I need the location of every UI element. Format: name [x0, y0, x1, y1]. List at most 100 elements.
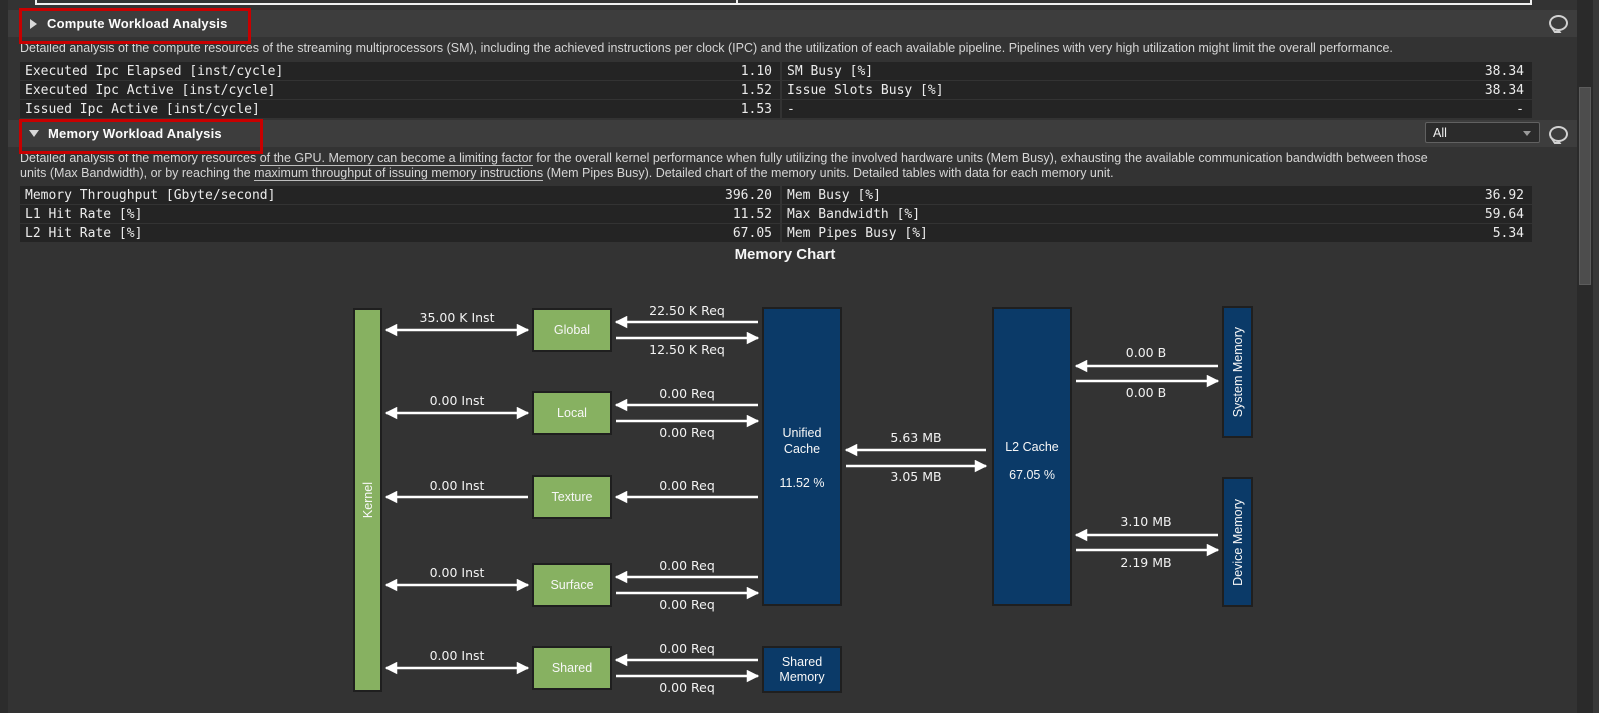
node-shared[interactable]: Shared: [532, 646, 612, 690]
metric-cell: Memory Throughput [Gbyte/second] 396.20: [20, 186, 780, 204]
flow-label-global-req-in: 22.50 K Req: [649, 303, 725, 318]
metric-cell: Mem Pipes Busy [%] 5.34: [782, 224, 1532, 242]
node-kernel[interactable]: Kernel: [353, 308, 382, 692]
flow-label-l2-to-device: 2.19 MB: [1120, 555, 1172, 570]
memory-description-line1: Detailed analysis of the memory resource…: [20, 151, 1428, 166]
memory-table-row: Memory Throughput [Gbyte/second] 396.20 …: [20, 186, 1532, 204]
metric-cell: Mem Busy [%] 36.92: [782, 186, 1532, 204]
window-right-edge: [1593, 0, 1599, 713]
metric-label: -: [787, 101, 795, 117]
expander-expanded-icon[interactable]: [29, 130, 39, 137]
memory-chart-title: Memory Chart: [734, 246, 836, 263]
metric-label: L2 Hit Rate [%]: [25, 225, 143, 241]
metric-value: 11.52: [732, 206, 772, 222]
node-texture[interactable]: Texture: [532, 475, 612, 519]
flow-label-l2-to-unified: 5.63 MB: [890, 430, 942, 445]
flow-label-local-inst: 0.00 Inst: [429, 393, 485, 408]
node-shared-memory-label: Shared Memory: [779, 654, 825, 684]
chart-remnant-tick-left: [35, 0, 37, 5]
node-unified-cache-label: Unified Cache: [782, 426, 822, 456]
left-gutter: [0, 0, 8, 713]
node-system-memory-label: System Memory: [1230, 326, 1245, 418]
annotation-box-memory: [19, 119, 263, 154]
metric-cell: Executed Ipc Active [inst/cycle] 1.52: [20, 81, 780, 99]
metric-label: Mem Pipes Busy [%]: [787, 225, 928, 241]
memory-filter-value: All: [1433, 125, 1447, 140]
metric-cell: Max Bandwidth [%] 59.64: [782, 205, 1532, 223]
flow-label-system-to-l2: 0.00 B: [1125, 345, 1167, 360]
node-shared-memory[interactable]: Shared Memory: [762, 646, 842, 693]
flow-label-texture-req-in: 0.00 Req: [659, 478, 715, 493]
flow-label-l2-to-system: 0.00 B: [1125, 385, 1167, 400]
memory-comments-icon[interactable]: [1549, 126, 1568, 142]
chart-remnant-line: [35, 3, 1532, 5]
expander-collapsed-icon[interactable]: [30, 18, 37, 29]
node-l2-cache[interactable]: L2 Cache 67.05 %: [992, 307, 1072, 606]
metric-value: 36.92: [1484, 187, 1524, 203]
node-global-label: Global: [553, 323, 591, 337]
metric-value: 38.34: [1484, 63, 1524, 79]
flow-label-local-req-out: 0.00 Req: [659, 425, 715, 440]
memory-table-row: L1 Hit Rate [%] 11.52 Max Bandwidth [%] …: [20, 205, 1532, 223]
memory-table-row: L2 Hit Rate [%] 67.05 Mem Pipes Busy [%]…: [20, 224, 1532, 242]
node-surface[interactable]: Surface: [532, 563, 612, 607]
metric-label: Executed Ipc Elapsed [inst/cycle]: [25, 63, 284, 79]
compute-table-row: Executed Ipc Elapsed [inst/cycle] 1.10 S…: [20, 62, 1532, 80]
flow-label-global-inst: 35.00 K Inst: [419, 310, 495, 325]
flow-label-unified-to-l2: 3.05 MB: [890, 469, 942, 484]
chevron-down-icon: [1523, 131, 1531, 136]
metric-label: Memory Throughput [Gbyte/second]: [25, 187, 276, 203]
desc-text: units (Max Bandwidth), or by reaching th…: [20, 166, 255, 180]
memory-section-header[interactable]: Memory Workload Analysis: [8, 120, 1577, 147]
annotation-box-compute: [19, 8, 251, 44]
metric-cell: Issue Slots Busy [%] 38.34: [782, 81, 1532, 99]
flow-label-shared-req-in: 0.00 Req: [659, 641, 715, 656]
node-l2-cache-label: L2 Cache: [1005, 440, 1059, 454]
metric-value: 38.34: [1484, 82, 1524, 98]
desc-linked-text: maximum throughput of issuing memory ins…: [254, 166, 544, 181]
compute-table-row: Issued Ipc Active [inst/cycle] 1.53 - -: [20, 100, 1532, 118]
memory-section-title: Memory Workload Analysis: [48, 126, 222, 141]
node-system-memory[interactable]: System Memory: [1222, 306, 1253, 438]
memory-description-line2: units (Max Bandwidth), or by reaching th…: [20, 166, 1114, 181]
flow-label-texture-inst: 0.00 Inst: [429, 478, 485, 493]
node-kernel-label: Kernel: [360, 481, 375, 519]
compute-section-title: Compute Workload Analysis: [47, 16, 228, 31]
scrollbar-thumb[interactable]: [1579, 87, 1591, 285]
metric-cell: Issued Ipc Active [inst/cycle] 1.53: [20, 100, 780, 118]
metric-cell: L2 Hit Rate [%] 67.05: [20, 224, 780, 242]
metric-value: 1.10: [740, 63, 772, 79]
metric-value: 1.53: [740, 101, 772, 117]
node-device-memory[interactable]: Device Memory: [1222, 477, 1253, 607]
compute-table-row: Executed Ipc Active [inst/cycle] 1.52 Is…: [20, 81, 1532, 99]
metric-label: Issued Ipc Active [inst/cycle]: [25, 101, 260, 117]
memory-filter-dropdown[interactable]: All: [1425, 122, 1540, 143]
metric-value: 59.64: [1484, 206, 1524, 222]
node-unified-cache[interactable]: Unified Cache 11.52 %: [762, 307, 842, 606]
metric-label: L1 Hit Rate [%]: [25, 206, 143, 222]
metric-label: SM Busy [%]: [787, 63, 874, 79]
compute-comments-icon[interactable]: [1549, 15, 1568, 31]
node-shared-label: Shared: [551, 661, 593, 675]
node-local[interactable]: Local: [532, 391, 612, 435]
flow-label-surface-req-in: 0.00 Req: [659, 558, 715, 573]
flow-label-surface-inst: 0.00 Inst: [429, 565, 485, 580]
metric-value: 396.20: [725, 187, 772, 203]
compute-section-header[interactable]: Compute Workload Analysis: [8, 10, 1577, 37]
flow-label-local-req-in: 0.00 Req: [659, 386, 715, 401]
desc-linked-text: of the GPU. Memory can become a limiting…: [259, 151, 533, 166]
metric-value: 67.05: [732, 225, 772, 241]
metric-cell: - -: [782, 100, 1532, 118]
node-local-label: Local: [557, 406, 587, 420]
node-unified-cache-hit-rate: 11.52 %: [779, 476, 825, 490]
metric-cell: L1 Hit Rate [%] 11.52: [20, 205, 780, 223]
metric-label: Issue Slots Busy [%]: [787, 82, 944, 98]
node-global[interactable]: Global: [532, 308, 612, 352]
desc-text: (Mem Pipes Busy). Detailed chart of the …: [543, 166, 1114, 180]
metric-cell: SM Busy [%] 38.34: [782, 62, 1532, 80]
flow-label-device-to-l2: 3.10 MB: [1120, 514, 1172, 529]
flow-label-shared-inst: 0.00 Inst: [429, 648, 485, 663]
node-l2-cache-hit-rate: 67.05 %: [1009, 468, 1055, 482]
flow-label-surface-req-out: 0.00 Req: [659, 597, 715, 612]
desc-text: Detailed analysis of the memory resource…: [20, 151, 260, 165]
